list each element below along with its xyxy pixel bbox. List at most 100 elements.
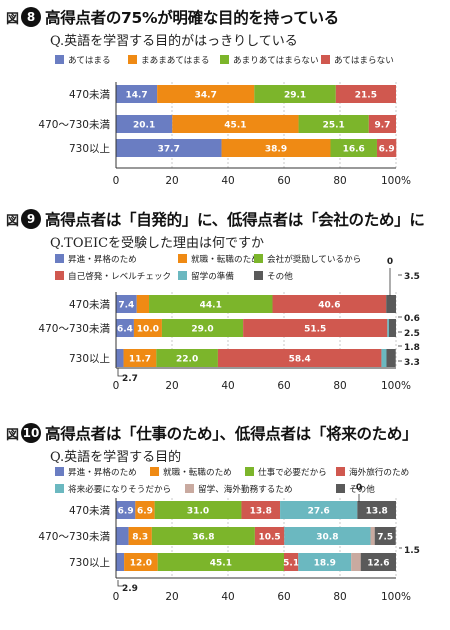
bar-segment (330, 139, 377, 157)
figure-title: 高得点者は「仕事のため」、低得点者は「将来のため」 (45, 425, 418, 443)
legend-swatch (55, 467, 64, 476)
figure-header-9: 図 9 高得点者は「自発的」に、低得点者は「会社のため」に (6, 208, 425, 230)
data-label: 9.7 (374, 121, 390, 131)
legend-swatch (55, 484, 64, 493)
data-label: 45.1 (224, 121, 246, 131)
legend-label: 就職・転職のため (163, 466, 232, 478)
callout-label: 1.5 (404, 546, 420, 556)
data-label: 6.9 (118, 507, 134, 517)
legend-swatch (336, 467, 345, 476)
bar-segment (376, 139, 397, 157)
legend-swatch (254, 271, 263, 280)
data-label: 38.9 (265, 145, 287, 155)
tick-label: 0 (113, 380, 120, 392)
tick-label: 20 (165, 380, 178, 392)
bar-segment (298, 553, 352, 571)
data-label: 8.3 (132, 533, 148, 543)
legend: 昇進・昇格のため 就職・転職のため 仕事で必要だから 海外旅行のため (55, 466, 409, 478)
tick-label: 40 (221, 380, 234, 392)
tick-label: 60 (277, 591, 290, 603)
legend-label: 留学の準備 (191, 270, 234, 282)
bar-segment (254, 85, 336, 103)
bar-segment (116, 295, 137, 313)
legend-swatch (220, 55, 229, 64)
data-label: 7.5 (377, 533, 393, 543)
bar-segment (128, 527, 152, 545)
figure-question: Q.英語を学習する目的がはっきりしている (50, 34, 298, 49)
legend-swatch (321, 55, 330, 64)
legend: 昇進・昇格のため 就職・転職のため 会社が奨励しているから (55, 253, 361, 265)
bar-segment (116, 349, 124, 367)
legend-label: あまりあてはまらない (233, 55, 319, 66)
tick-label: 0 (113, 591, 120, 603)
bar-segment (386, 349, 396, 367)
figure-title: 高得点者は「自発的」に、低得点者は「会社のため」に (45, 211, 425, 229)
legend: 将来必要になりそうだから 留学、海外勤務するため その他 (55, 483, 375, 495)
bar-segment (217, 349, 382, 367)
data-label: 30.8 (316, 533, 338, 543)
tick-label: 80 (333, 175, 346, 187)
bar-segment (374, 527, 396, 545)
bar-segment (381, 349, 387, 367)
legend-swatch (245, 467, 254, 476)
figure-number-badge: 8 (21, 7, 42, 27)
figure-title: 高得点者の75%が明確な目的を持っている (45, 9, 339, 27)
data-label: 12.0 (130, 559, 152, 569)
legend: 自己啓発・レベルチェック 留学の準備 その他 (55, 270, 293, 282)
legend-label: あてはまらない (334, 55, 394, 66)
bar-segment (272, 295, 387, 313)
category-label: 470〜730未満 (38, 531, 110, 543)
data-label: 16.6 (343, 145, 365, 155)
data-label: 12.6 (367, 559, 389, 569)
legend-swatch (178, 254, 187, 263)
bar-segment (161, 319, 244, 337)
callout-label: 2.5 (404, 329, 420, 339)
category-label: 470〜730未満 (38, 323, 110, 335)
data-label: 5.1 (283, 559, 299, 569)
data-label: 11.7 (129, 355, 151, 365)
bar-segment (386, 295, 396, 313)
figure-header-8: 図 8 高得点者の75%が明確な目的を持っている (6, 6, 339, 28)
chart-3: 昇進・昇格のため 就職・転職のため 仕事で必要だから 海外旅行のため将来必要になりそう… (38, 466, 420, 603)
bar-segment (243, 319, 388, 337)
data-label: 14.7 (125, 91, 147, 101)
legend-label: 仕事で必要だから (258, 466, 327, 478)
bar-segment (116, 139, 222, 157)
category-label: 470〜730未満 (38, 119, 110, 131)
category-label: 730以上 (69, 143, 110, 155)
data-label: 25.1 (323, 121, 345, 131)
chart-1: あてはまる まあまあてはまる あまりあてはまらない あてはまらない 470未満 14.7 3… (38, 55, 411, 187)
callout-label: 3.3 (404, 358, 420, 368)
data-label: 58.4 (289, 355, 311, 365)
data-label: 31.0 (187, 507, 209, 517)
tick-label: 60 (277, 380, 290, 392)
bar-segment (116, 319, 134, 337)
legend-label: 海外旅行のため (349, 466, 409, 478)
legend-swatch (55, 55, 64, 64)
legend-label: 昇進・昇格のため (68, 253, 137, 265)
data-label: 27.6 (308, 507, 330, 517)
bar-segment (133, 319, 162, 337)
bar-segment (135, 501, 155, 519)
bar-segment (280, 501, 358, 519)
callout-label: 3.5 (404, 272, 420, 282)
data-label: 6.9 (379, 145, 395, 155)
data-label: 34.7 (195, 91, 217, 101)
data-label: 22.0 (176, 355, 198, 365)
bar-segment (221, 139, 331, 157)
data-label: 13.8 (366, 507, 388, 517)
figure-label: 図 (6, 213, 20, 229)
tick-label: 80 (333, 380, 346, 392)
data-label: 37.7 (158, 145, 180, 155)
figure-question: Q.英語を学習する目的 (50, 450, 182, 465)
figure-label: 図 (6, 427, 20, 443)
callout-label: 0 (387, 257, 393, 267)
legend-swatch (336, 484, 345, 493)
bar-segment (351, 553, 361, 571)
data-label: 6.4 (117, 325, 133, 335)
category-label: 470未満 (69, 505, 111, 517)
tick-label: 80 (333, 591, 346, 603)
data-label: 21.5 (355, 91, 377, 101)
category-label: 730以上 (69, 557, 110, 569)
